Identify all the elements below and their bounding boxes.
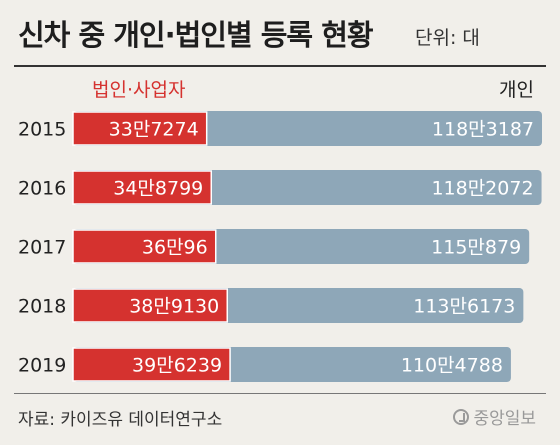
source-note: 자료: 카이즈유 데이터연구소 xyxy=(18,410,223,430)
bar-corporate-2015 xyxy=(72,111,208,146)
bar-corporate-2018 xyxy=(72,288,228,323)
label-individual-2016: 118만2072 xyxy=(431,178,533,200)
year-label-2015: 2015 xyxy=(18,119,66,141)
label-individual-2019: 110만4788 xyxy=(401,355,503,377)
year-label-2017: 2017 xyxy=(18,237,66,259)
unit-label: 단위: 대 xyxy=(415,27,480,49)
year-label-2019: 2019 xyxy=(18,355,66,377)
year-label-2016: 2016 xyxy=(18,178,66,200)
bar-corporate-2016 xyxy=(72,170,213,205)
label-corporate-2017: 36만96 xyxy=(142,237,208,259)
logo-text: 중앙일보 xyxy=(473,409,536,429)
bar-corporate-2017 xyxy=(72,229,217,264)
chart-title: 신차 중 개인·법인별 등록 현황 xyxy=(18,18,374,52)
publisher-logo: 중앙일보 xyxy=(453,404,536,429)
label-corporate-2016: 34만8799 xyxy=(113,178,203,200)
label-individual-2015: 118만3187 xyxy=(432,119,534,141)
legend-individual: 개인 xyxy=(499,79,534,101)
label-corporate-2019: 39만6239 xyxy=(132,355,222,377)
label-corporate-2015: 33만7274 xyxy=(109,119,199,141)
label-individual-2018: 113만6173 xyxy=(413,296,515,318)
top-rule xyxy=(14,65,546,67)
label-corporate-2018: 38만9130 xyxy=(129,296,219,318)
label-individual-2017: 115만879 xyxy=(431,237,521,259)
legend-corporate: 법인·사업자 xyxy=(92,79,186,101)
bar-corporate-2019 xyxy=(72,347,231,382)
year-label-2018: 2018 xyxy=(18,296,66,318)
logo-icon xyxy=(453,408,470,425)
bottom-rule xyxy=(14,393,546,394)
